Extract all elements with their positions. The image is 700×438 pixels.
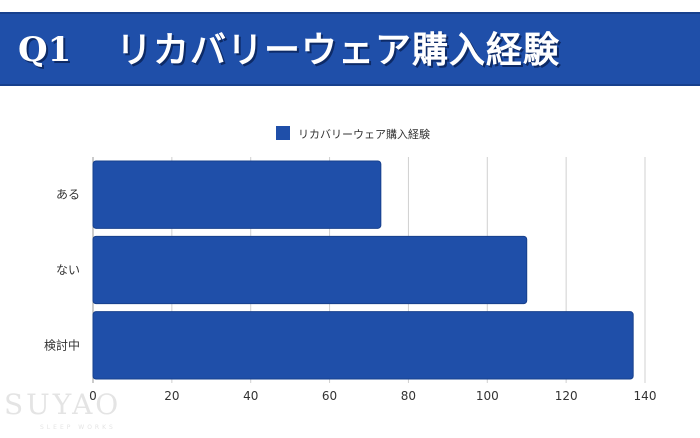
x-tick-label: 40 (243, 389, 258, 403)
chart-legend: リカバリーウェア購入経験 (276, 126, 430, 141)
category-label: 検討中 (44, 337, 80, 352)
banner-title: リカバリーウェア購入経験 (116, 29, 561, 71)
x-tick-label: 20 (164, 389, 179, 403)
title-banner: Q1 リカバリーウェア購入経験 (0, 12, 700, 86)
chart-area: リカバリーウェア購入経験 あるない検討中 0 20 40 60 80 100 120 140 (0, 100, 700, 438)
legend-label: リカバリーウェア購入経験 (298, 127, 430, 141)
question-number: Q1 (18, 30, 72, 70)
chart-bars (92, 160, 634, 380)
x-tick-label: 100 (476, 389, 499, 403)
chart-tick-labels: 0 20 40 60 80 100 120 140 (89, 389, 656, 403)
bar-3 (92, 311, 634, 380)
x-tick-label: 120 (555, 389, 578, 403)
bar-1 (92, 160, 382, 229)
x-tick-label: 80 (401, 389, 416, 403)
category-label: ある (56, 188, 80, 202)
x-tick-label: 0 (89, 389, 97, 403)
bar-2 (92, 235, 528, 305)
watermark-logo: SUYAO (4, 388, 122, 421)
category-label: ない (56, 263, 80, 277)
x-tick-label: 140 (634, 389, 657, 403)
x-tick-label: 60 (322, 389, 337, 403)
legend-swatch (276, 126, 290, 140)
watermark-tagline: SLEEP WORKS (40, 424, 116, 431)
